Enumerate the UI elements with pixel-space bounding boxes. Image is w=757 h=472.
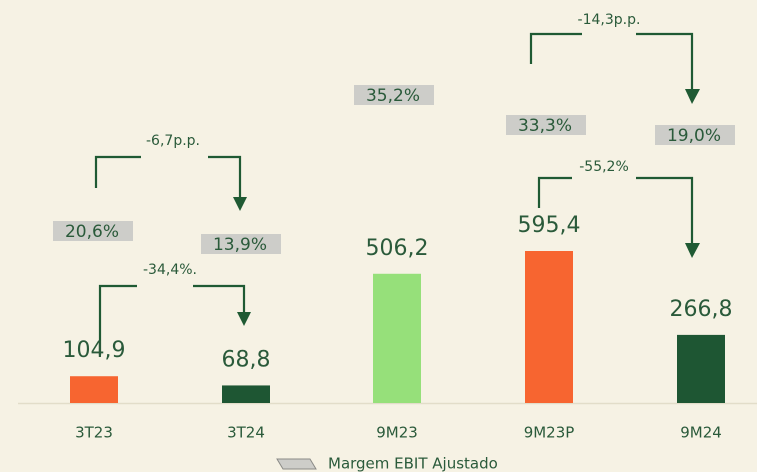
- annotation: -14,3p.p.: [578, 12, 641, 28]
- legend-swatch: [276, 458, 317, 470]
- margin-label: 35,2%: [366, 86, 420, 106]
- x-tick-label: 9M24: [680, 424, 722, 442]
- x-tick-label: 9M23: [376, 424, 418, 442]
- margin-box: [506, 115, 586, 135]
- x-tick-label: 3T23: [75, 424, 113, 442]
- bracket: [94, 155, 247, 211]
- value-label: 104,9: [63, 338, 126, 363]
- margin-box: [201, 234, 281, 254]
- value-label: 595,4: [518, 213, 581, 238]
- annotation: -55,2%: [579, 159, 629, 175]
- value-label: 506,2: [366, 236, 429, 261]
- bar: [70, 376, 118, 403]
- margin-label: 19,0%: [667, 126, 721, 146]
- margin-label: 33,3%: [518, 116, 572, 136]
- margin-box: [53, 221, 133, 241]
- x-tick-label: 9M23P: [524, 424, 575, 442]
- bracket: [537, 176, 700, 258]
- margin-label: 20,6%: [65, 222, 119, 242]
- value-label: 266,8: [670, 297, 733, 322]
- margin-label: 13,9%: [213, 235, 267, 255]
- value-label: 68,8: [222, 347, 271, 372]
- margin-box: [655, 125, 735, 145]
- legend-label: Margem EBIT Ajustado: [328, 455, 498, 472]
- bracket: [529, 32, 700, 104]
- bar: [373, 273, 421, 403]
- margin-box: [354, 85, 434, 105]
- bar: [222, 385, 270, 403]
- annotation: -34,4%.: [143, 262, 197, 278]
- bar: [677, 334, 725, 403]
- x-tick-label: 3T24: [227, 424, 265, 442]
- annotation: -6,7p.p.: [146, 133, 200, 149]
- bar: [525, 251, 573, 403]
- bracket: [98, 284, 251, 355]
